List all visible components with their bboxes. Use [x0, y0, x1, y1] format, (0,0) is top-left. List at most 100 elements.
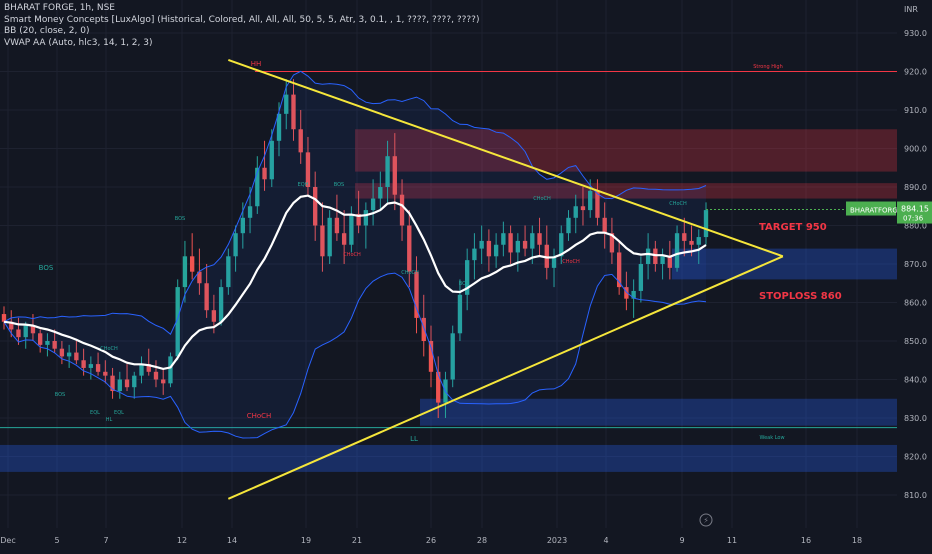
legend-bollinger[interactable]: BB (20, close, 2, 0): [4, 26, 90, 36]
candle-body[interactable]: [218, 287, 224, 322]
candle-body[interactable]: [407, 225, 412, 272]
candle-body[interactable]: [653, 248, 658, 264]
candle-body[interactable]: [465, 260, 470, 295]
candle-body[interactable]: [189, 256, 195, 272]
candle-body[interactable]: [211, 310, 217, 322]
candle-body[interactable]: [276, 113, 282, 141]
candle-body[interactable]: [385, 156, 390, 187]
candle-body[interactable]: [660, 256, 665, 264]
symbol-tag[interactable]: [846, 201, 896, 216]
bollinger-lower[interactable]: [3, 272, 707, 439]
candle-body[interactable]: [334, 217, 340, 234]
candle-body[interactable]: [638, 264, 644, 291]
candle-body[interactable]: [602, 217, 607, 234]
candle-body[interactable]: [168, 356, 173, 384]
target-note[interactable]: TARGET 950: [759, 222, 827, 233]
candle-body[interactable]: [66, 352, 72, 357]
candle-body[interactable]: [399, 194, 405, 226]
candle-body[interactable]: [197, 271, 202, 284]
candle-body[interactable]: [515, 240, 521, 253]
candle-body[interactable]: [9, 321, 14, 330]
time-axis[interactable]: [0, 528, 932, 550]
candle-body[interactable]: [182, 256, 188, 288]
vwap-line[interactable]: [3, 194, 707, 371]
candle-body[interactable]: [559, 233, 564, 257]
triangle-trendline[interactable]: [227, 255, 784, 500]
candle-body[interactable]: [689, 240, 694, 245]
candle-body[interactable]: [414, 271, 419, 318]
candle-body[interactable]: [327, 217, 332, 257]
candle-body[interactable]: [436, 371, 441, 403]
candle-body[interactable]: [81, 360, 86, 368]
candle-body[interactable]: [110, 375, 115, 392]
candle-body[interactable]: [392, 156, 397, 195]
candle-body[interactable]: [667, 256, 672, 268]
legend-vwap[interactable]: VWAP AA (Auto, hlc3, 14, 1, 2, 3): [4, 37, 153, 48]
legend-symbol[interactable]: BHARAT FORGE, 1h, NSE: [4, 3, 115, 13]
candle-body[interactable]: [370, 198, 376, 211]
candle-body[interactable]: [573, 206, 578, 218]
candle-body[interactable]: [255, 167, 260, 207]
candle-body[interactable]: [566, 217, 571, 234]
candle-body[interactable]: [530, 233, 535, 249]
bull-order-block[interactable]: [672, 248, 897, 280]
candle-body[interactable]: [59, 348, 65, 357]
candle-body[interactable]: [124, 379, 130, 388]
candle-body[interactable]: [153, 371, 159, 380]
candle-body[interactable]: [262, 167, 267, 180]
candle-body[interactable]: [247, 206, 253, 218]
candle-body[interactable]: [624, 287, 629, 299]
candle-body[interactable]: [595, 190, 600, 218]
stoploss-note[interactable]: STOPLOSS 860: [759, 291, 842, 302]
candle-body[interactable]: [457, 294, 463, 334]
candle-body[interactable]: [240, 217, 245, 234]
candle-body[interactable]: [645, 248, 651, 264]
candle-body[interactable]: [580, 206, 586, 211]
candle-body[interactable]: [551, 256, 557, 268]
candle-body[interactable]: [88, 364, 94, 368]
candle-body[interactable]: [609, 233, 615, 253]
candle-body[interactable]: [631, 290, 636, 299]
candle-body[interactable]: [74, 352, 79, 361]
candle-body[interactable]: [501, 233, 506, 245]
candle-body[interactable]: [30, 325, 36, 334]
candle-body[interactable]: [269, 140, 274, 180]
replay-icon[interactable]: [699, 513, 713, 527]
candle-body[interactable]: [428, 341, 434, 372]
candle-body[interactable]: [356, 213, 361, 226]
candle-body[interactable]: [544, 244, 549, 268]
candle-body[interactable]: [305, 152, 311, 187]
candle-body[interactable]: [421, 317, 426, 341]
candle-body[interactable]: [146, 364, 151, 372]
candle-body[interactable]: [522, 240, 528, 249]
candle-body[interactable]: [175, 287, 180, 357]
candle-body[interactable]: [450, 333, 455, 380]
candle-body[interactable]: [103, 371, 108, 376]
candle-body[interactable]: [204, 283, 209, 311]
candle-body[interactable]: [378, 187, 383, 199]
candle-body[interactable]: [161, 379, 166, 384]
candle-body[interactable]: [233, 233, 238, 257]
candle-body[interactable]: [1, 314, 7, 322]
bollinger-upper[interactable]: [3, 70, 707, 335]
candle-body[interactable]: [508, 233, 513, 253]
candle-body[interactable]: [674, 233, 680, 268]
triangle-trendline[interactable]: [228, 59, 784, 258]
candle-body[interactable]: [696, 237, 701, 245]
candle-body[interactable]: [45, 341, 50, 345]
candle-body[interactable]: [493, 244, 499, 257]
bull-order-block[interactable]: [420, 398, 897, 426]
candle-body[interactable]: [291, 94, 296, 130]
candle-body[interactable]: [38, 333, 43, 345]
legend-smc-indicator[interactable]: Smart Money Concepts [LuxAlgo] (Historic…: [4, 14, 480, 25]
candle-body[interactable]: [682, 233, 687, 241]
price-axis[interactable]: [897, 0, 932, 550]
candle-body[interactable]: [298, 129, 303, 153]
candle-body[interactable]: [132, 375, 137, 388]
candle-body[interactable]: [349, 213, 354, 245]
candle-body[interactable]: [16, 329, 21, 338]
candle-body[interactable]: [588, 190, 593, 211]
candle-body[interactable]: [23, 325, 28, 338]
